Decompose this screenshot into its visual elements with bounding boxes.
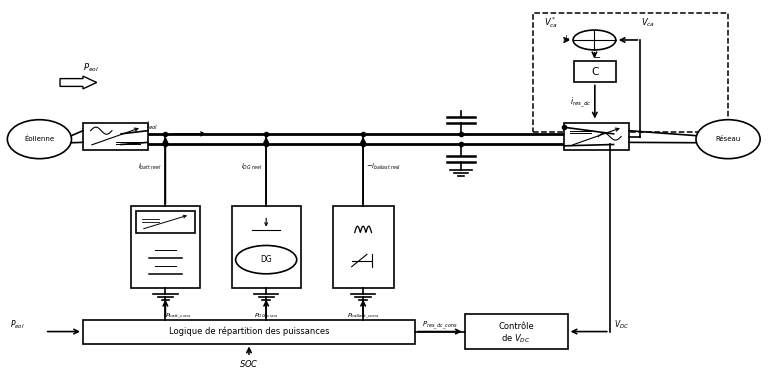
Ellipse shape <box>8 120 72 159</box>
Ellipse shape <box>696 120 760 159</box>
Text: $V_{ca}$: $V_{ca}$ <box>641 17 655 29</box>
FancyArrow shape <box>60 76 97 89</box>
Text: $P_{DG\_cons}$: $P_{DG\_cons}$ <box>254 311 278 320</box>
Text: Contrôle: Contrôle <box>498 322 534 331</box>
Text: $V_{DC}$: $V_{DC}$ <box>614 318 628 331</box>
Text: +: + <box>562 34 569 43</box>
Text: de $V_{DC}$: de $V_{DC}$ <box>501 333 531 345</box>
FancyBboxPatch shape <box>131 206 200 288</box>
Text: Éolienne: Éolienne <box>25 136 55 142</box>
Text: $P_{eol}$: $P_{eol}$ <box>11 318 25 331</box>
Text: $i_{eol}$: $i_{eol}$ <box>145 119 158 132</box>
Text: $i_{res\_dc}$: $i_{res\_dc}$ <box>570 96 591 110</box>
Text: $P_{batt\_cons}$: $P_{batt\_cons}$ <box>165 311 192 320</box>
Text: $P_{ballast\_cons}$: $P_{ballast\_cons}$ <box>347 311 379 320</box>
FancyBboxPatch shape <box>574 61 616 83</box>
Text: $P_{res\_dc\_cons}$: $P_{res\_dc\_cons}$ <box>422 320 458 332</box>
FancyBboxPatch shape <box>231 206 301 288</box>
Text: $i_{batt\ reel}$: $i_{batt\ reel}$ <box>138 161 161 171</box>
FancyBboxPatch shape <box>332 206 394 288</box>
Text: $-$: $-$ <box>592 51 601 61</box>
Text: $SOC$: $SOC$ <box>239 359 259 369</box>
Circle shape <box>573 30 616 50</box>
FancyBboxPatch shape <box>83 320 415 344</box>
Text: Logique de répartition des puissances: Logique de répartition des puissances <box>168 327 329 336</box>
Text: C: C <box>591 67 598 77</box>
Text: $V^*_{ca}$: $V^*_{ca}$ <box>544 15 558 30</box>
Text: $i_{DG\ reel}$: $i_{DG\ reel}$ <box>241 161 262 171</box>
FancyBboxPatch shape <box>564 123 629 150</box>
FancyBboxPatch shape <box>83 123 148 150</box>
Text: $P_{eol}$: $P_{eol}$ <box>82 61 98 74</box>
FancyBboxPatch shape <box>464 314 568 349</box>
Circle shape <box>235 246 297 274</box>
FancyBboxPatch shape <box>135 211 195 233</box>
Text: $-i_{ballast\ reel}$: $-i_{ballast\ reel}$ <box>366 161 401 171</box>
Text: Réseau: Réseau <box>715 136 741 142</box>
Text: DG: DG <box>260 255 272 264</box>
